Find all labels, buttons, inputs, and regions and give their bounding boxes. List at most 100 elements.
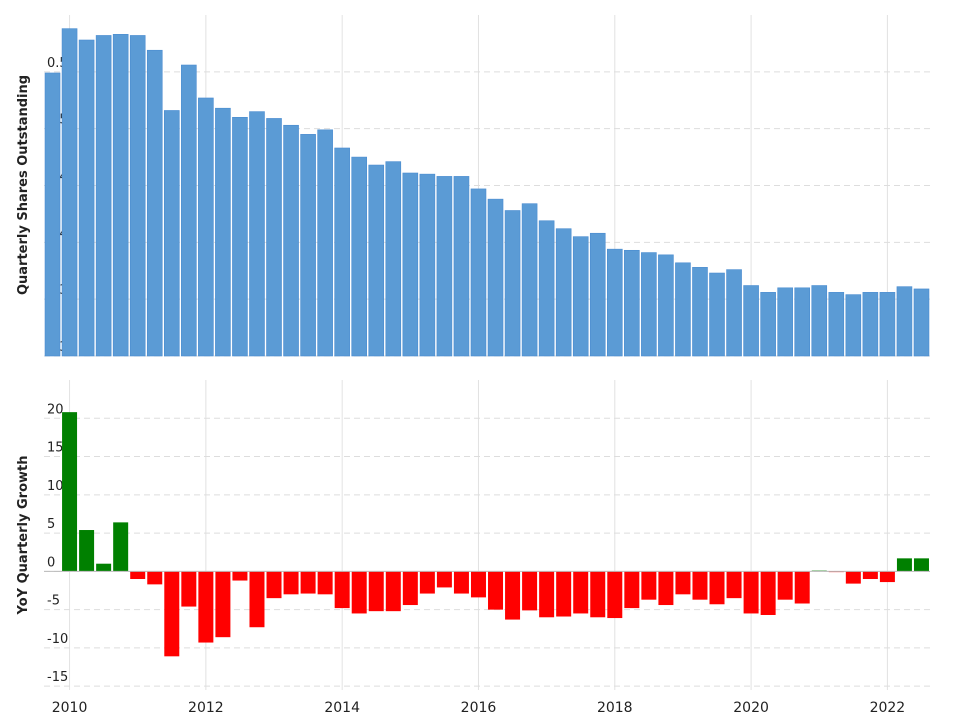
bar bbox=[385, 161, 402, 357]
bar bbox=[368, 571, 384, 612]
bar bbox=[862, 292, 879, 357]
bar bbox=[129, 35, 146, 357]
bar bbox=[862, 571, 878, 580]
bar bbox=[573, 571, 589, 614]
y-axis-title: Quarterly Shares Outstanding bbox=[16, 75, 31, 295]
bar bbox=[470, 571, 486, 598]
bar bbox=[249, 571, 265, 628]
x-tick-label: 2020 bbox=[733, 700, 769, 716]
bar bbox=[95, 35, 112, 357]
bar bbox=[436, 571, 452, 588]
y-tick-label: 0 bbox=[47, 555, 55, 570]
bar bbox=[198, 97, 214, 357]
bar bbox=[402, 571, 418, 606]
y-tick-label: 5 bbox=[47, 517, 55, 532]
bar bbox=[470, 188, 487, 357]
y-tick-label: 10 bbox=[47, 479, 64, 494]
bar bbox=[112, 34, 129, 357]
x-tick-label: 2014 bbox=[324, 700, 360, 716]
x-tick-label: 2016 bbox=[461, 700, 497, 716]
bar bbox=[249, 111, 265, 357]
bar bbox=[215, 107, 231, 357]
y-axis-title: YoY Quarterly Growth bbox=[16, 456, 31, 616]
bar bbox=[351, 156, 368, 357]
bar bbox=[147, 571, 163, 585]
bar bbox=[590, 571, 606, 618]
bar bbox=[538, 220, 555, 357]
bar bbox=[419, 173, 436, 357]
bar bbox=[96, 563, 112, 572]
bar bbox=[317, 571, 333, 595]
y-tick-label: 20 bbox=[47, 402, 64, 417]
bar bbox=[794, 571, 810, 604]
bar bbox=[896, 558, 912, 572]
bar bbox=[44, 72, 61, 357]
bar bbox=[487, 198, 504, 357]
bar bbox=[828, 292, 845, 357]
bar bbox=[624, 249, 640, 357]
bar bbox=[743, 285, 759, 357]
bar bbox=[181, 64, 197, 357]
bar bbox=[164, 571, 180, 657]
bar bbox=[61, 28, 78, 357]
bar bbox=[913, 558, 929, 572]
bar bbox=[743, 571, 759, 614]
y-tick-label: -5 bbox=[47, 594, 60, 609]
bar bbox=[777, 571, 793, 600]
y-tick-label: 15 bbox=[47, 441, 64, 456]
bar bbox=[675, 262, 691, 357]
bar bbox=[811, 285, 828, 357]
bar bbox=[556, 571, 572, 617]
bar bbox=[453, 176, 470, 357]
bar bbox=[589, 232, 606, 357]
bar bbox=[300, 134, 316, 357]
bar bbox=[794, 287, 811, 357]
bar bbox=[879, 292, 896, 357]
bar bbox=[215, 571, 231, 638]
bar bbox=[130, 571, 146, 580]
bar bbox=[896, 286, 913, 357]
bar bbox=[488, 571, 504, 610]
bar bbox=[113, 522, 129, 572]
bar bbox=[283, 124, 299, 357]
bar bbox=[453, 571, 469, 594]
bar bbox=[300, 571, 316, 594]
bar bbox=[385, 571, 401, 612]
bar bbox=[539, 571, 555, 618]
bar bbox=[726, 269, 742, 357]
bar bbox=[658, 254, 674, 357]
bar bbox=[232, 117, 248, 357]
bar bbox=[436, 176, 453, 357]
bar bbox=[78, 39, 95, 357]
bar bbox=[79, 530, 95, 572]
y-tick-label: -10 bbox=[47, 632, 68, 647]
bar bbox=[709, 571, 725, 605]
bar bbox=[572, 236, 589, 357]
bar bbox=[845, 571, 861, 584]
bar bbox=[692, 267, 708, 357]
y-tick-label: -15 bbox=[47, 670, 68, 685]
bar bbox=[607, 571, 623, 619]
bar bbox=[198, 571, 214, 643]
bar bbox=[368, 164, 385, 357]
bar bbox=[641, 252, 657, 357]
bar bbox=[641, 571, 657, 600]
bar bbox=[726, 571, 742, 599]
x-tick-label: 2012 bbox=[188, 700, 224, 716]
bar bbox=[351, 571, 367, 614]
bar bbox=[266, 571, 282, 599]
bar bbox=[624, 571, 640, 609]
bar bbox=[419, 571, 435, 594]
bar bbox=[146, 49, 163, 357]
bar bbox=[777, 287, 793, 357]
bar bbox=[522, 571, 538, 611]
bar bbox=[283, 571, 299, 595]
bar bbox=[317, 129, 333, 357]
bar bbox=[402, 172, 419, 357]
bar bbox=[760, 292, 776, 357]
bar bbox=[505, 571, 521, 620]
bar bbox=[181, 571, 197, 607]
bar bbox=[334, 571, 350, 609]
bar bbox=[658, 571, 674, 606]
